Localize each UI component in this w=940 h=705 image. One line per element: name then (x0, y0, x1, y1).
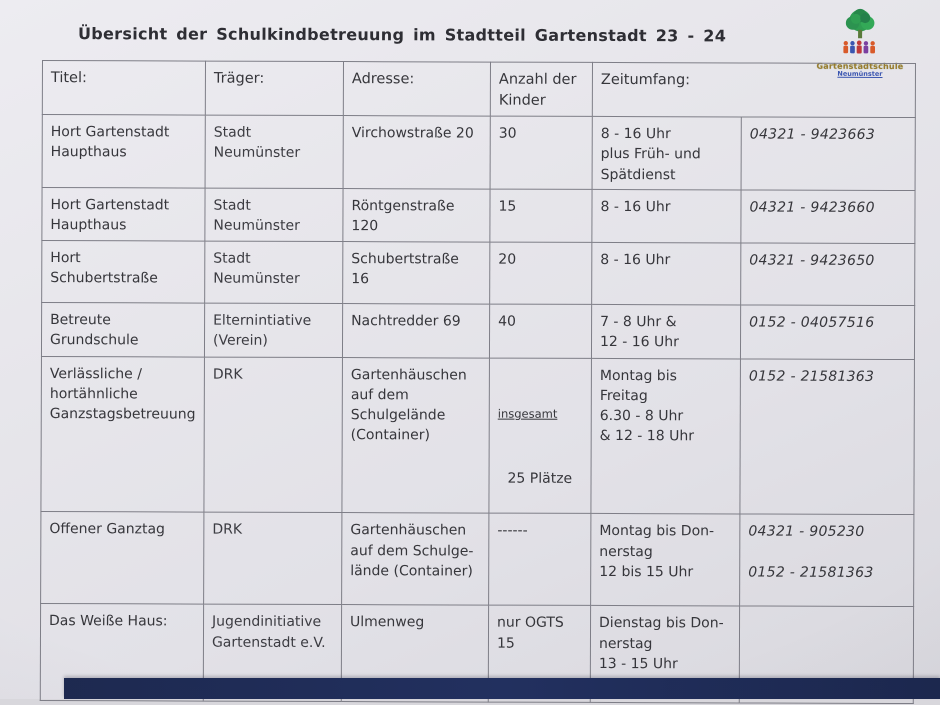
header-row: Titel: Träger: Adresse: Anzahl der Kinde… (42, 60, 916, 118)
cell-adresse: Röntgenstraße 120 (342, 188, 491, 242)
people-figures (843, 40, 876, 54)
cell-titel: Hort Schubertstraße (41, 240, 205, 303)
col-header-zeitumfang: Zeitumfang: (592, 62, 916, 118)
cell-zeitumfang: 8 - 16 Uhr plus Früh- und Spätdienst (592, 116, 742, 190)
cell-traeger: DRK (203, 356, 343, 513)
cell-anzahl: insgesamt 25 Plätze (488, 357, 592, 514)
cell-traeger: Elternintiative (Verein) (204, 302, 343, 358)
cell-adresse: Gartenhäuschen auf dem Schulge- lände (C… (341, 512, 489, 606)
cell-titel: Offener Ganztag (40, 511, 204, 605)
col-header-adresse: Adresse: (343, 61, 491, 117)
cell-telefon: 0152 - 21581363 (739, 358, 915, 515)
cell-zeitumfang: 8 - 16 Uhr (591, 189, 742, 243)
cell-traeger: Stadt Neumünster (205, 115, 344, 189)
cell-telefon: 04321 - 9423660 (740, 189, 916, 244)
cell-traeger: Stadt Neumünster (204, 240, 343, 304)
anzahl-insgesamt-label: insgesamt (497, 406, 558, 421)
cell-adresse: Nachtredder 69 (342, 303, 490, 358)
cell-zeitumfang: 7 - 8 Uhr & 12 - 16 Uhr (591, 303, 741, 359)
cell-anzahl: ------ (488, 513, 591, 606)
table-row: Betreute Grundschule Elternintiative (Ve… (41, 302, 915, 360)
table-row: Hort Gartenstadt Haupthaus Stadt Neumüns… (41, 187, 916, 244)
table-row: Hort Schubertstraße Stadt Neumünster Sch… (41, 240, 915, 306)
table-row: Offener Ganztag DRK Gartenhäuschen auf d… (40, 511, 914, 607)
cell-anzahl: 20 (489, 241, 592, 304)
cell-titel: Hort Gartenstadt Haupthaus (42, 114, 206, 188)
cell-adresse: Schubertstraße 16 (342, 241, 490, 304)
cell-traeger: DRK (203, 512, 342, 605)
page-title: Übersicht der Schulkindbetreuung im Stad… (77, 24, 727, 46)
school-logo: Gartenstadtschule Neumünster (800, 8, 920, 79)
cell-traeger: Stadt Neumünster (204, 187, 344, 242)
table-row: Verlässliche / hortähnliche Ganzstagsbet… (40, 356, 915, 515)
cell-telefon: 04321 - 9423663 (741, 116, 916, 191)
cell-telefon: 04321 - 9423650 (740, 242, 915, 306)
col-header-traeger: Träger: (205, 61, 344, 116)
cell-adresse: Gartenhäuschen auf dem Schulgelände (Con… (341, 357, 490, 514)
tree-icon (843, 8, 876, 54)
cell-zeitumfang: Montag bis Freitag 6.30 - 8 Uhr & 12 - 1… (590, 357, 741, 515)
cell-titel: Hort Gartenstadt Haupthaus (41, 187, 206, 241)
cell-telefon: 0152 - 04057516 (740, 304, 915, 360)
cell-zeitumfang: Montag bis Don- nerstag 12 bis 15 Uhr (590, 513, 740, 607)
cell-telefon: 04321 - 905230 0152 - 21581363 (739, 514, 914, 607)
cell-anzahl: 15 (489, 188, 593, 242)
cell-titel: Verlässliche / hortähnliche Ganzstagsbet… (40, 356, 205, 513)
cell-anzahl: 30 (490, 116, 593, 190)
cell-anzahl: 40 (489, 303, 592, 358)
cell-adresse: Virchowstraße 20 (343, 115, 491, 189)
desk-edge (64, 678, 940, 699)
betreuung-table: Titel: Träger: Adresse: Anzahl der Kinde… (40, 60, 916, 704)
table-row: Hort Gartenstadt Haupthaus Stadt Neumüns… (42, 114, 916, 191)
anzahl-plaetze-value: 25 Plätze (507, 470, 573, 487)
cell-zeitumfang: 8 - 16 Uhr (591, 241, 741, 305)
col-header-titel: Titel: (42, 60, 206, 116)
col-header-anzahl: Anzahl der Kinder (490, 62, 593, 117)
cell-titel: Betreute Grundschule (41, 302, 205, 357)
